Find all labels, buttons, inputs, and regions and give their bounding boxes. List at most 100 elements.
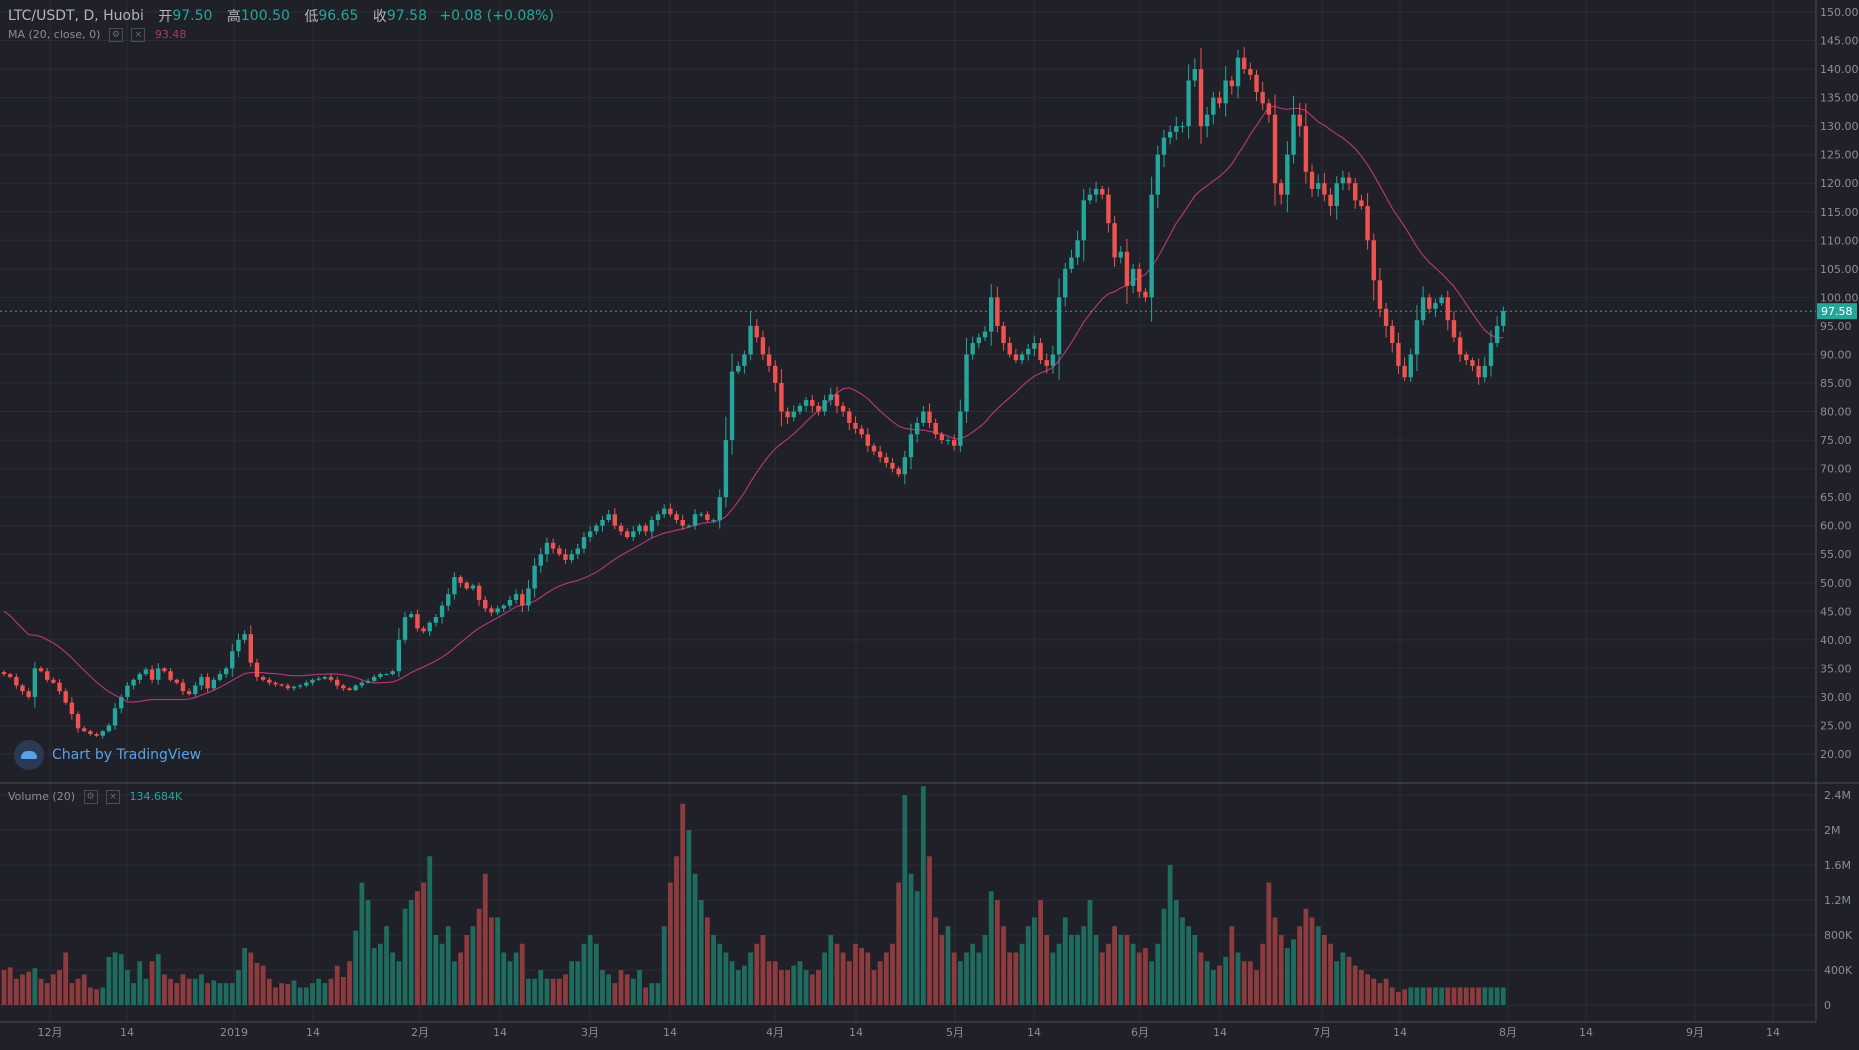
candle-body <box>513 594 519 600</box>
volume-settings-icon[interactable]: ⚙ <box>83 790 98 804</box>
volume-bar <box>766 961 772 1005</box>
price-tick-label: 120.00 <box>1820 177 1859 190</box>
volume-bar <box>779 970 784 1005</box>
volume-bar <box>1408 987 1414 1005</box>
volume-tick-label: 800K <box>1824 929 1853 942</box>
close-icon[interactable]: × <box>131 28 146 42</box>
candle-body <box>1494 325 1500 344</box>
candle-body <box>1303 126 1309 172</box>
candle-body <box>421 628 426 632</box>
volume-bar <box>20 974 25 1005</box>
volume-bar <box>711 935 716 1005</box>
change-value: +0.08 (+0.08%) <box>439 8 554 24</box>
volume-label[interactable]: Volume (20) <box>8 790 75 803</box>
volume-bar <box>951 952 957 1005</box>
volume-bar <box>402 908 408 1005</box>
candle-body <box>643 525 648 532</box>
candle-body <box>1464 354 1469 361</box>
volume-bar <box>1099 952 1105 1005</box>
candle-body <box>1137 268 1142 292</box>
time-tick-label: 9月 <box>1686 1026 1704 1039</box>
volume-bar <box>229 983 235 1005</box>
volume-bar <box>1229 926 1235 1005</box>
volume-bar <box>760 935 766 1005</box>
candle-body <box>649 519 655 532</box>
time-tick-label: 12月 <box>38 1026 63 1039</box>
candles <box>1 46 1506 739</box>
candle-body <box>1081 200 1086 241</box>
volume-bar <box>1069 935 1074 1005</box>
candle-body <box>680 519 685 526</box>
volume-bar <box>1389 987 1395 1005</box>
volume-bar <box>1377 983 1383 1005</box>
candle-body <box>1383 308 1389 326</box>
candle-body <box>242 634 247 640</box>
settings-icon[interactable]: ⚙ <box>108 28 123 42</box>
candle-body <box>20 685 25 692</box>
volume-bar <box>125 970 130 1005</box>
volume-bar <box>217 983 223 1005</box>
candle-body <box>1371 240 1376 281</box>
candle-body <box>88 731 93 735</box>
time-tick-label: 14 <box>1766 1026 1780 1039</box>
volume-bar <box>735 970 741 1005</box>
volume-value: 134.684K <box>129 790 183 803</box>
volume-bar <box>1328 943 1333 1005</box>
volume-bar <box>131 983 136 1005</box>
volume-bar <box>550 978 556 1005</box>
candle-body <box>1353 183 1358 201</box>
candle-body <box>902 457 908 475</box>
volume-bar <box>680 803 686 1005</box>
price-tick-label: 95.00 <box>1820 320 1852 333</box>
price-tick-label: 135.00 <box>1820 92 1859 105</box>
volume-bar <box>982 935 988 1005</box>
candle-body <box>100 731 105 736</box>
tradingview-watermark[interactable]: Chart by TradingView <box>14 740 201 770</box>
volume-bar <box>1383 978 1389 1005</box>
volume-bar <box>1334 961 1340 1005</box>
price-tick-label: 105.00 <box>1820 263 1859 276</box>
volume-bar <box>593 943 599 1005</box>
volume-bar <box>1149 961 1155 1005</box>
volume-bar <box>698 900 704 1005</box>
volume-bar <box>7 967 13 1005</box>
candle-body <box>1309 171 1315 189</box>
grid <box>0 0 1816 1022</box>
volume-bar <box>1136 952 1142 1005</box>
volume-close-icon[interactable]: × <box>106 790 120 804</box>
candle-body <box>1439 297 1444 304</box>
volume-bar <box>223 983 229 1005</box>
price-tick-label: 55.00 <box>1820 548 1852 561</box>
volume-bar <box>489 917 494 1005</box>
candle-body <box>223 668 229 675</box>
volume-bar <box>1371 978 1377 1005</box>
candle-body <box>1272 114 1278 184</box>
candle-body <box>1217 97 1222 104</box>
volume-bar <box>112 952 118 1005</box>
volume-bar <box>674 856 679 1005</box>
candle-body <box>137 674 142 680</box>
candle-body <box>1 672 7 675</box>
volume-bar <box>1050 952 1056 1005</box>
volume-bar <box>1439 987 1445 1005</box>
volume-bar <box>377 943 383 1005</box>
candle-body <box>347 688 352 691</box>
candle-body <box>606 514 611 520</box>
symbol-label[interactable]: LTC/USDT, D, Huobi <box>8 8 144 24</box>
ma-line <box>3 105 1504 703</box>
candle-body <box>816 405 821 412</box>
volume-bar <box>1284 948 1290 1005</box>
candle-body <box>557 548 562 555</box>
volume-bar <box>563 974 568 1005</box>
candle-body <box>279 684 284 686</box>
candle-body <box>149 669 155 680</box>
volume-bar <box>168 978 173 1005</box>
candle-body <box>1100 188 1105 195</box>
ma-label[interactable]: MA (20, close, 0) <box>8 28 101 41</box>
volume-bar <box>155 954 161 1005</box>
volume-bar <box>297 987 303 1005</box>
candle-body <box>1297 114 1302 127</box>
candle-body <box>174 679 179 683</box>
